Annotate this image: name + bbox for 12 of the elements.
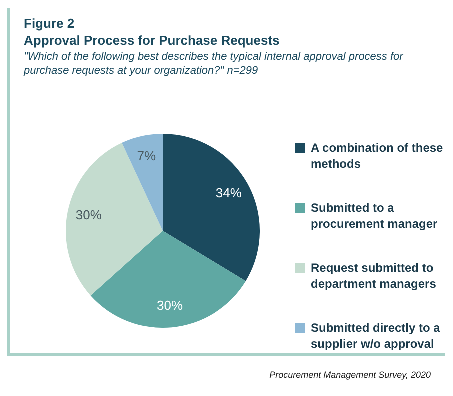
chart-subtitle: "Which of the following best describes the typical internal approval process for purchase requests at your organization?" n=299 [24, 50, 405, 78]
legend-label: Submitted to a procurement manager [311, 200, 439, 232]
data-label: 30% [157, 298, 184, 313]
caption: Figure 2 [24, 16, 75, 31]
text: Procurement Management Survey, 2020 [270, 370, 431, 380]
data-label: 7% [137, 148, 156, 164]
data-label: 30% [76, 207, 102, 222]
data-label: 34% [216, 185, 242, 200]
legend-label: A combination of these methods [311, 140, 444, 172]
chart-title: Approval Process for Purchase Requests [24, 33, 280, 48]
legend-label: Request submitted to department managers [311, 260, 438, 292]
legend-label: Submitted directly to a supplier w/o approval [311, 320, 442, 352]
